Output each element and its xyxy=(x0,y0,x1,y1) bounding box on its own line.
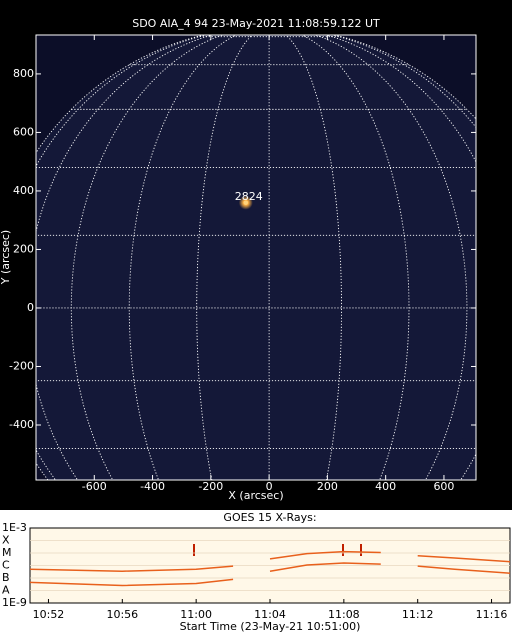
longitude-line xyxy=(71,35,225,480)
y-tick-label: 800 xyxy=(13,67,34,80)
y-tick-label: M xyxy=(2,546,12,559)
longitude-line xyxy=(330,35,476,129)
x-tick-label: 600 xyxy=(433,480,454,493)
x-tick-label: 11:00 xyxy=(180,608,212,621)
longitude-line xyxy=(323,35,476,480)
goes-title: GOES 15 X-Rays: xyxy=(223,511,316,524)
x-tick-label: 10:52 xyxy=(33,608,65,621)
image-title: SDO AIA_4 94 23-May-2021 11:08:59.122 UT xyxy=(132,17,380,30)
x-tick-label: 0 xyxy=(266,480,273,493)
x-tick-label: 11:16 xyxy=(476,608,508,621)
x-axis-label: X (arcsec) xyxy=(228,489,283,502)
flux-line xyxy=(269,550,381,560)
y-tick-label: -200 xyxy=(9,359,34,372)
flux-line xyxy=(29,578,234,587)
y-axis-label: Y (arcsec) xyxy=(0,230,12,285)
y-tick-label: X xyxy=(2,534,10,547)
x-tick-label: 11:12 xyxy=(402,608,434,621)
x-tick-label: 11:08 xyxy=(328,608,360,621)
y-tick-label: A xyxy=(2,584,10,597)
longitude-line xyxy=(128,35,238,480)
annotation: 2824 xyxy=(235,190,263,203)
flux-line xyxy=(29,565,234,572)
goes-x-label: Start Time (23-May-21 10:51:00) xyxy=(180,620,361,633)
image-frame xyxy=(35,34,477,481)
y-tick-label: 0 xyxy=(27,301,34,314)
longitude-line xyxy=(36,35,209,480)
x-tick-label: -200 xyxy=(198,480,223,493)
y-tick-label: B xyxy=(2,571,10,584)
x-tick-label: 400 xyxy=(375,480,396,493)
longitude-line xyxy=(36,35,215,480)
solar-disk xyxy=(36,35,476,480)
x-tick-label: 11:04 xyxy=(254,608,286,621)
flux-line xyxy=(269,562,381,572)
x-tick-label: -400 xyxy=(140,480,165,493)
x-tick-label: 10:56 xyxy=(106,608,138,621)
solar-grid xyxy=(36,35,476,480)
y-tick-label: -400 xyxy=(9,418,34,431)
bright-core xyxy=(243,200,249,205)
y-tick-label: 200 xyxy=(13,242,34,255)
longitude-line xyxy=(313,35,468,480)
longitude-line xyxy=(300,35,410,480)
x-tick-label: 200 xyxy=(317,480,338,493)
y-tick-label: 400 xyxy=(13,184,34,197)
y-tick-label: C xyxy=(2,559,10,572)
y-tick-label: 600 xyxy=(13,125,34,138)
y-tick-label: 1E-9 xyxy=(2,596,27,609)
y-tick-label: 1E-3 xyxy=(2,521,27,534)
flux-line xyxy=(417,565,511,574)
flux-line xyxy=(417,555,511,563)
x-tick-label: -600 xyxy=(82,480,107,493)
